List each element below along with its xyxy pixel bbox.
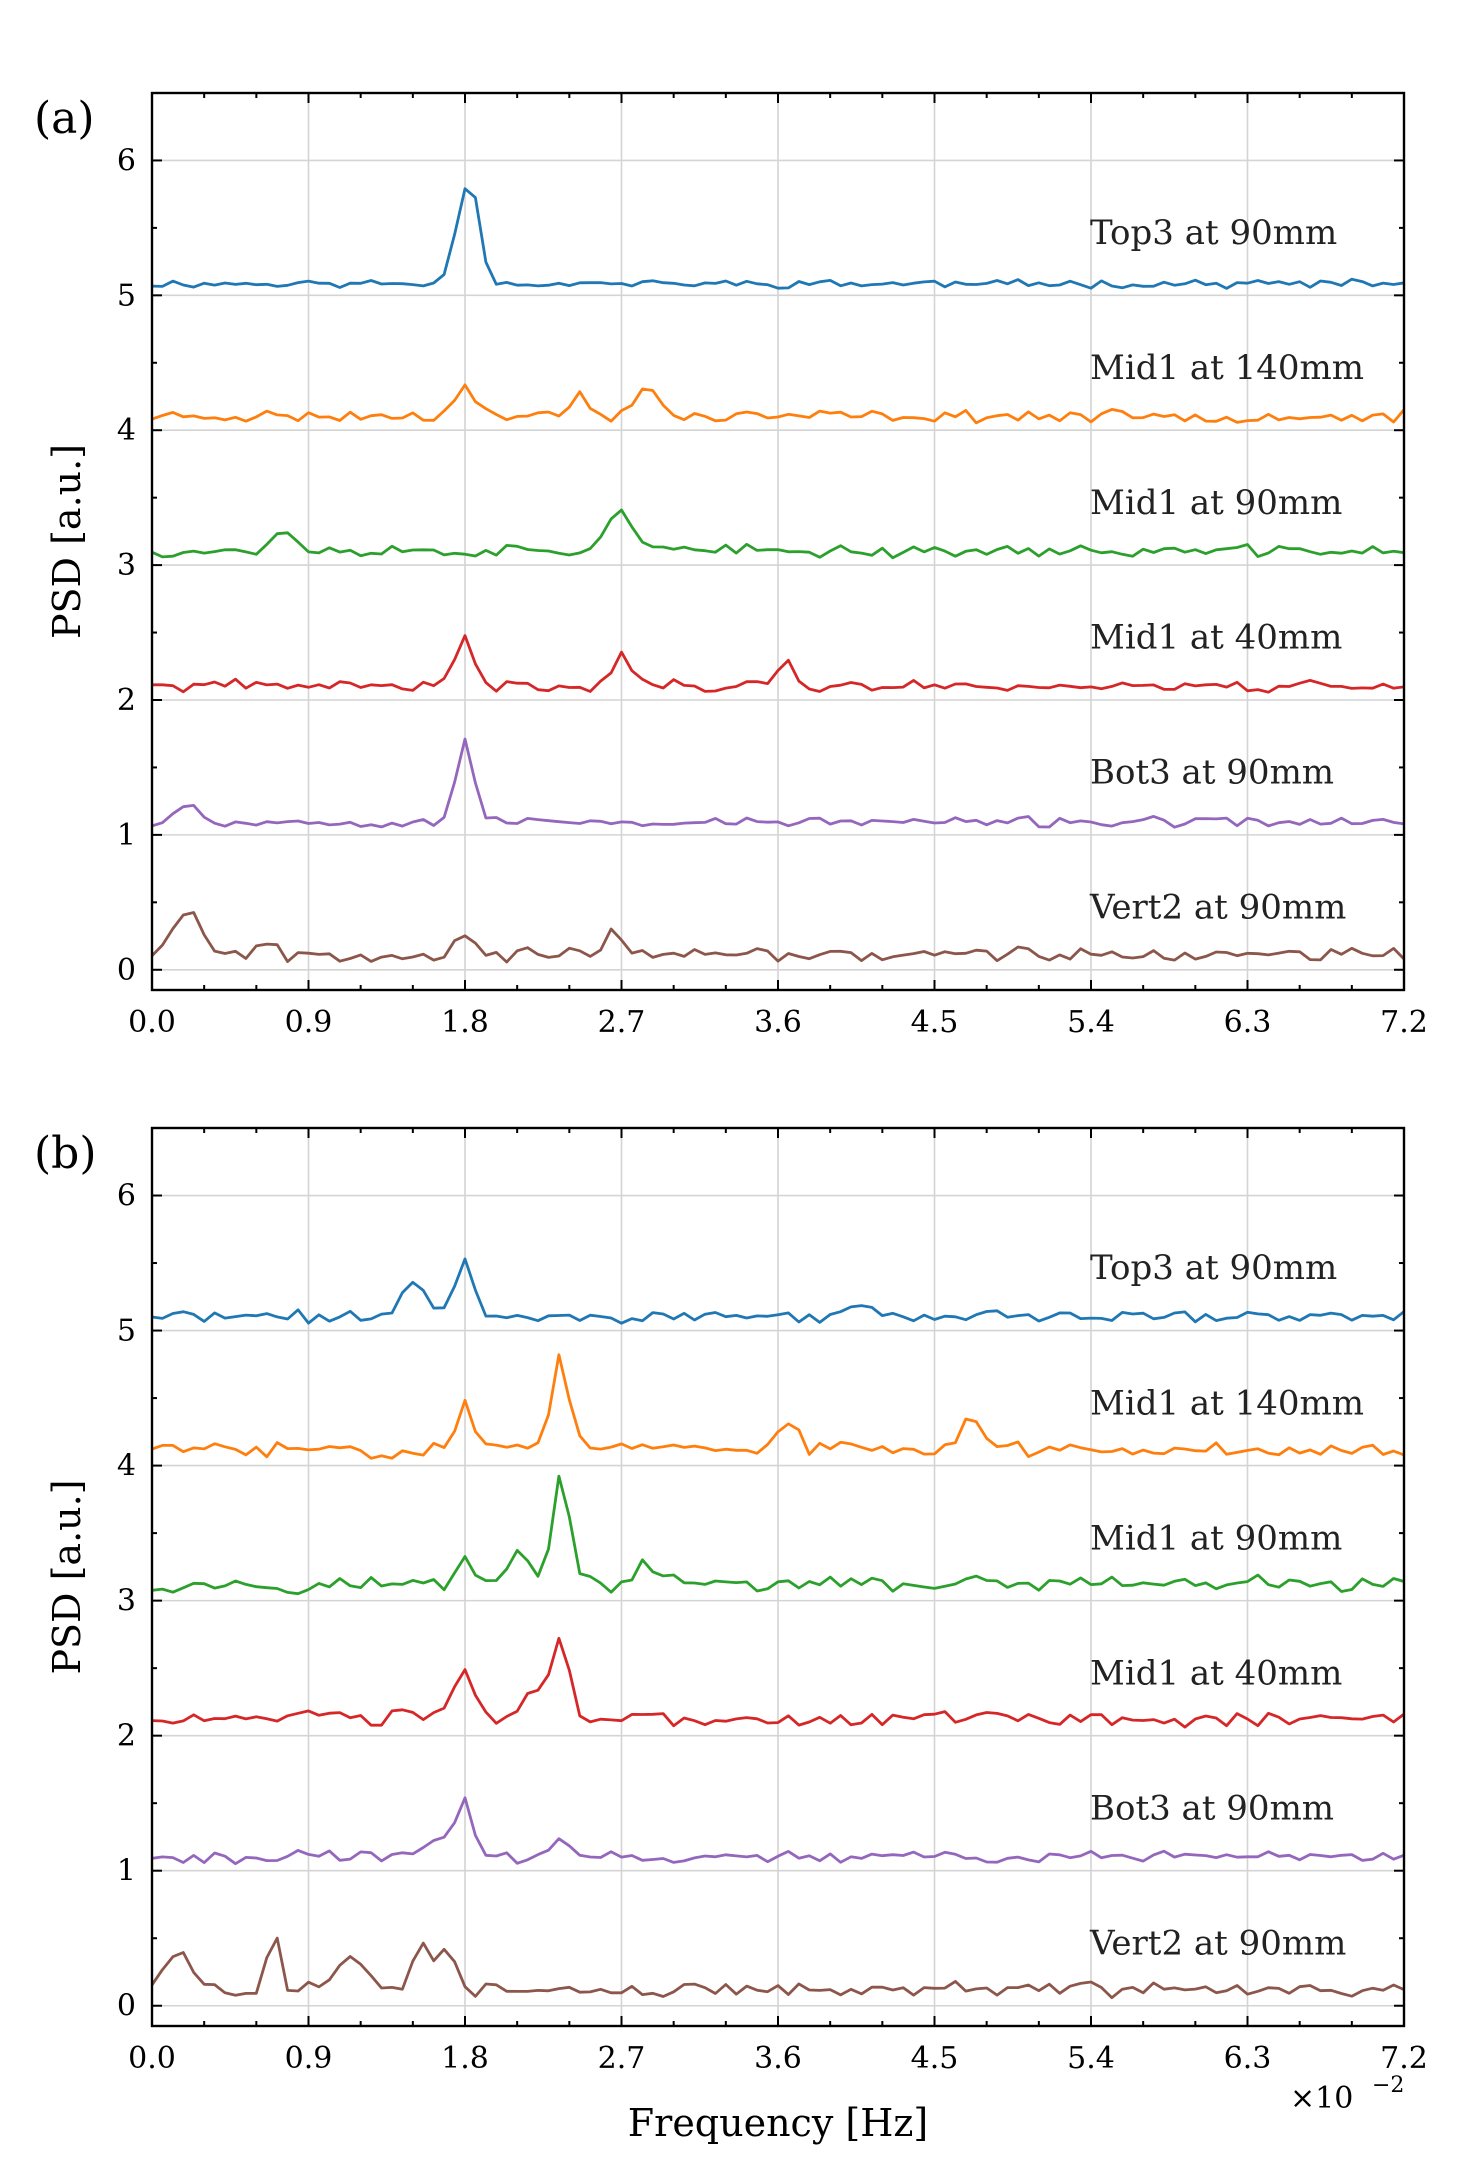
y-tick-label: 6 bbox=[117, 1179, 136, 1214]
series-label: Mid1 at 40mm bbox=[1090, 618, 1342, 658]
series-label: Top3 at 90mm bbox=[1090, 213, 1337, 253]
x-axis-label: Frequency [Hz] bbox=[628, 2101, 928, 2145]
series-line-5 bbox=[152, 737, 1404, 829]
y-tick-label: 5 bbox=[117, 1314, 136, 1349]
series-label: Vert2 at 90mm bbox=[1089, 888, 1346, 928]
x-tick-label: 0.0 bbox=[128, 1005, 176, 1040]
y-tick-label: 0 bbox=[117, 953, 136, 988]
series-label: Mid1 at 90mm bbox=[1090, 483, 1342, 523]
y-tick-label: 1 bbox=[117, 818, 136, 853]
series-line-4 bbox=[152, 634, 1404, 694]
y-tick-label: 2 bbox=[117, 1719, 136, 1754]
y-axis-label: PSD [a.u.] bbox=[45, 444, 89, 639]
series-label: Bot3 at 90mm bbox=[1090, 1788, 1334, 1828]
series-label: Mid1 at 140mm bbox=[1090, 348, 1364, 388]
series-line-2 bbox=[152, 1353, 1404, 1460]
x-tick-label: 3.6 bbox=[754, 2041, 802, 2076]
x-tick-label: 4.5 bbox=[911, 2041, 959, 2076]
series-label: Mid1 at 40mm bbox=[1090, 1653, 1342, 1693]
panel-label: (a) bbox=[34, 93, 95, 144]
x-tick-label: 6.3 bbox=[1224, 1005, 1272, 1040]
y-tick-label: 3 bbox=[117, 1584, 136, 1619]
series-label: Mid1 at 140mm bbox=[1090, 1383, 1364, 1423]
x-axis-multiplier-exponent: −2 bbox=[1372, 2073, 1404, 2098]
x-tick-label: 5.4 bbox=[1067, 1005, 1115, 1040]
y-tick-label: 5 bbox=[117, 278, 136, 313]
y-tick-label: 4 bbox=[117, 413, 136, 448]
x-tick-label: 7.2 bbox=[1380, 1005, 1428, 1040]
y-tick-label: 0 bbox=[117, 1989, 136, 2024]
panel-a: Top3 at 90mm Mid1 at 140mm Mid1 at 90mm Mid… bbox=[34, 91, 1428, 1040]
x-tick-label: 2.7 bbox=[598, 1005, 646, 1040]
y-tick-label: 3 bbox=[117, 548, 136, 583]
series-line-2 bbox=[152, 383, 1404, 425]
x-tick-label: 6.3 bbox=[1224, 2041, 1272, 2076]
series-label: Top3 at 90mm bbox=[1090, 1248, 1337, 1288]
series-line-5 bbox=[152, 1796, 1404, 1866]
x-tick-label: 4.5 bbox=[911, 1005, 959, 1040]
series-line-3 bbox=[152, 508, 1404, 560]
series-label: Mid1 at 90mm bbox=[1090, 1518, 1342, 1558]
panel-label: (b) bbox=[34, 1128, 97, 1179]
x-axis-multiplier: ×10 bbox=[1290, 2081, 1353, 2116]
y-tick-label: 6 bbox=[117, 143, 136, 178]
y-tick-label: 1 bbox=[117, 1854, 136, 1889]
x-tick-label: 0.9 bbox=[285, 1005, 333, 1040]
series-line-6 bbox=[152, 911, 1404, 964]
x-tick-label: 5.4 bbox=[1067, 2041, 1115, 2076]
series-line-1 bbox=[152, 187, 1404, 290]
x-tick-label: 1.8 bbox=[441, 2041, 489, 2076]
x-tick-label: 2.7 bbox=[598, 2041, 646, 2076]
series-label: Vert2 at 90mm bbox=[1089, 1923, 1346, 1963]
x-tick-label: 0.9 bbox=[285, 2041, 333, 2076]
y-axis-label: PSD [a.u.] bbox=[45, 1479, 89, 1674]
series-label: Bot3 at 90mm bbox=[1090, 753, 1334, 793]
y-tick-label: 4 bbox=[117, 1449, 136, 1484]
series-line-1 bbox=[152, 1257, 1404, 1325]
x-tick-label: 7.2 bbox=[1380, 2041, 1428, 2076]
series-line-3 bbox=[152, 1474, 1404, 1596]
x-tick-label: 0.0 bbox=[128, 2041, 176, 2076]
x-tick-label: 1.8 bbox=[441, 1005, 489, 1040]
series-line-4 bbox=[152, 1636, 1404, 1729]
panel-b: Top3 at 90mm Mid1 at 140mm Mid1 at 90mm Mid… bbox=[34, 1126, 1428, 2145]
x-tick-label: 3.6 bbox=[754, 1005, 802, 1040]
y-tick-label: 2 bbox=[117, 683, 136, 718]
series-line-6 bbox=[152, 1936, 1404, 2000]
